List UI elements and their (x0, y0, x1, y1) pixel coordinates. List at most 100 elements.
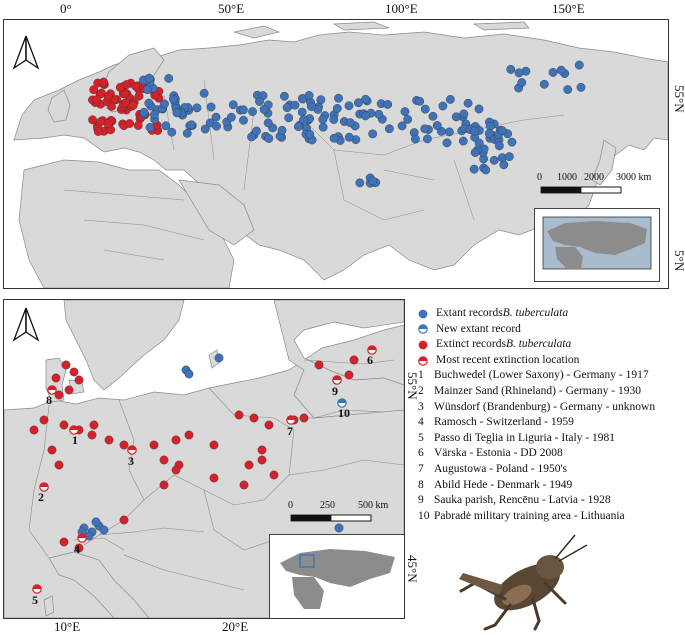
extant-record-dot (345, 118, 355, 128)
extant-record-dot (517, 78, 527, 87)
new-extant-record-marker (337, 398, 347, 408)
extant-record-dot (304, 91, 314, 100)
north-arrow-icon (12, 35, 40, 70)
extant-record-dot (459, 109, 469, 119)
recent-extinction-marker (332, 375, 342, 385)
extinct-record-dot (234, 410, 244, 420)
inset-extent-box (299, 554, 315, 568)
extant-record-dot (167, 127, 177, 137)
site-number-label: 5 (32, 593, 38, 607)
extant-record-dot (200, 124, 210, 134)
extant-record-dot (284, 113, 294, 123)
extant-record-dot (259, 105, 269, 114)
extant-record-dot (574, 60, 584, 70)
extant-record-dot (299, 115, 308, 125)
lat-tick-5n: 5°N (672, 250, 685, 272)
extant-record-dot (344, 132, 354, 142)
lon-tick-20e: 20°E (222, 619, 249, 634)
site-entry-9: 9 Sauka parish, Rencēnu - Latvia - 1928 (418, 493, 684, 509)
extant-record-dot (142, 85, 152, 95)
site-number-label: 10 (338, 406, 350, 420)
extant-record-dot (160, 99, 169, 109)
extant-record-dot (164, 74, 174, 83)
extant-record-dot (334, 523, 344, 533)
extinct-record-dot (239, 480, 249, 490)
site-number-label: 8 (46, 393, 52, 407)
site-description: Mainzer Sand (Rhineland) - Germany - 193… (434, 384, 641, 397)
extant-record-dot (172, 108, 182, 118)
bottom-inset-map (269, 534, 404, 618)
site-entry-6: 6 Värska - Estonia - DD 2008 (418, 446, 684, 462)
extinct-record-dot (184, 430, 194, 440)
extinct-record-dot (264, 420, 274, 430)
extant-record-dot (397, 121, 407, 131)
extant-record-dot (463, 98, 473, 108)
legend-extinct: Extinct records B. tuberculata (418, 337, 684, 353)
extant-record-dot (506, 64, 516, 74)
extant-record-dot (329, 133, 339, 143)
extinct-record-dot (159, 480, 169, 490)
extant-record-dot (374, 109, 384, 119)
site-description: Augustowa - Poland - 1950's (434, 462, 568, 475)
extant-record-dot (445, 127, 454, 137)
site-number: 10 (418, 509, 430, 522)
site-number: 7 (418, 462, 424, 475)
extant-record-dot (400, 107, 410, 117)
extinct-record-dot (64, 385, 74, 395)
extant-record-dot (252, 126, 261, 136)
site-number-label: 4 (74, 542, 80, 556)
extinct-record-dot (74, 543, 84, 553)
extant-record-dot (470, 148, 480, 157)
lon-tick-10e: 10°E (54, 619, 81, 634)
extinct-record-dot (47, 445, 57, 455)
legend-extant: Extant records B. tuberculata (418, 306, 684, 322)
top-scale-bar (540, 186, 622, 194)
extant-record-dot (428, 111, 438, 121)
extant-record-dot (306, 102, 316, 112)
extinct-record-dot (92, 95, 101, 105)
bottom-scale-label-500: 500 km (358, 500, 389, 511)
extant-record-dot (485, 121, 495, 131)
extant-record-dot (507, 137, 517, 147)
extant-record-dot (361, 94, 370, 104)
top-scale-label-2000: 2000 (584, 172, 604, 183)
site-description: Passo di Teglia in Liguria - Italy - 198… (434, 431, 616, 444)
extinct-record-dot (89, 420, 99, 430)
extant-record-dot (212, 121, 221, 131)
extinct-record-dot (99, 77, 108, 87)
site-entry-8: 8 Abild Hede - Denmark - 1949 (418, 478, 684, 494)
lon-tick-0: 0° (60, 1, 72, 16)
japan-land (591, 139, 617, 186)
legend-extant-label: Extant records (436, 307, 503, 319)
site-description: Ramosch - Switzerland - 1959 (434, 416, 574, 429)
extant-record-dot (318, 115, 328, 124)
arabia-land (178, 179, 255, 246)
extant-record-dot (410, 134, 420, 144)
site-description: Värska - Estonia - DD 2008 (434, 447, 563, 460)
site-number: 5 (418, 431, 424, 444)
recent-extinction-marker (77, 533, 87, 543)
top-map-panel: 0 1000 2000 3000 km (3, 19, 669, 289)
extant-record-dot (144, 73, 154, 83)
extant-record-dot (305, 129, 315, 139)
extant-record-dot (255, 97, 264, 106)
extant-record-dot (514, 68, 524, 78)
extinct-record-dot (257, 445, 267, 455)
site-number: 6 (418, 447, 424, 460)
site-number: 4 (418, 416, 424, 429)
extant-record-icon (418, 309, 428, 319)
extinct-record-dot (96, 117, 106, 127)
extinct-record-dot (69, 367, 79, 377)
site-description: Abild Hede - Denmark - 1949 (434, 478, 573, 491)
site-number-label: 7 (287, 424, 293, 438)
extant-record-dot (556, 65, 566, 75)
extant-record-dot (91, 517, 101, 527)
extant-record-dot (247, 132, 256, 142)
extinct-record-dot (349, 355, 359, 365)
extant-record-dot (184, 369, 194, 379)
recent-extinction-marker (286, 415, 296, 425)
site-number: 2 (418, 384, 424, 397)
site-description: Sauka parish, Rencēnu - Latvia - 1928 (434, 494, 611, 507)
extinct-record-dot (269, 470, 279, 480)
extant-record-dot (420, 124, 430, 134)
